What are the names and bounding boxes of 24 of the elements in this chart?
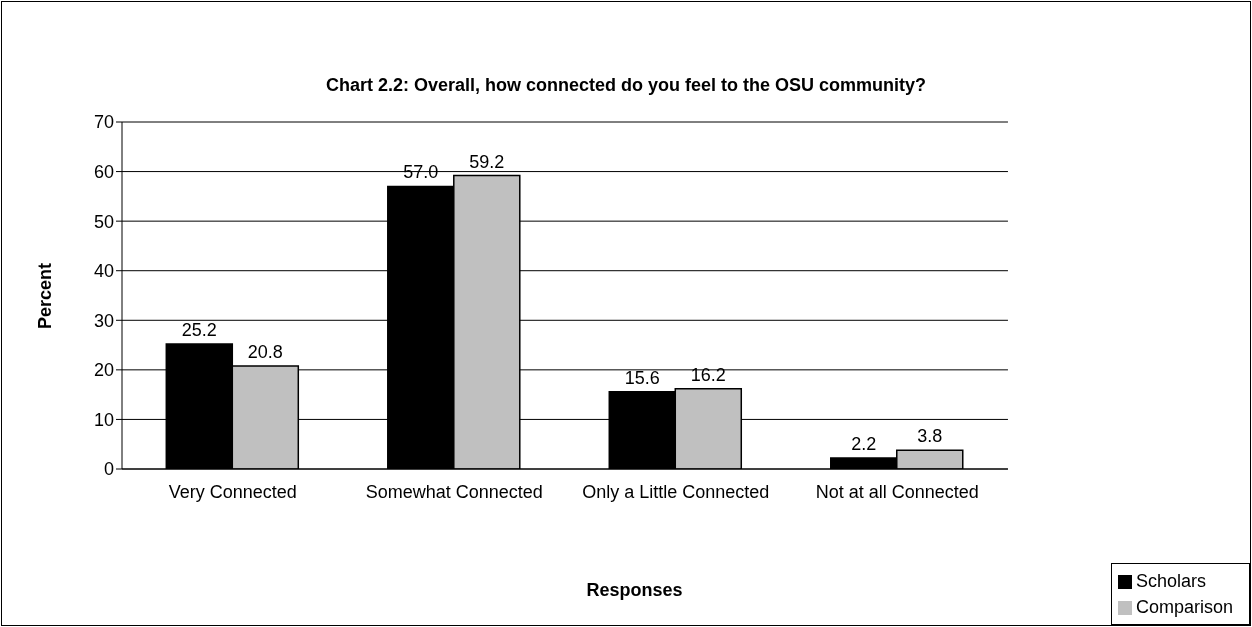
- chart-title: Chart 2.2: Overall, how connected do you feel to the OSU community?: [324, 75, 928, 96]
- y-tick-label: 20: [93, 360, 114, 381]
- y-tick-label: 50: [93, 211, 114, 232]
- y-tick-label: 0: [103, 459, 114, 480]
- y-tick-label: 60: [93, 161, 114, 182]
- legend-label: Comparison: [1135, 597, 1233, 617]
- data-label: 15.6: [624, 367, 660, 388]
- data-label: 59.2: [469, 151, 505, 172]
- x-tick-label: Somewhat Connected: [365, 481, 543, 502]
- x-tick-label: Not at all Connected: [815, 481, 979, 502]
- data-label: 16.2: [690, 364, 726, 385]
- data-label: 20.8: [247, 341, 283, 362]
- legend-label: Scholars: [1135, 571, 1206, 591]
- y-tick-label: 70: [93, 112, 114, 133]
- x-tick-label: Only a Little Connected: [582, 481, 770, 502]
- data-label: 3.8: [917, 426, 943, 447]
- y-tick-label: 40: [93, 261, 114, 282]
- y-tick-label: 10: [93, 409, 114, 430]
- data-label: 25.2: [181, 320, 217, 341]
- x-tick-label: Very Connected: [168, 481, 297, 502]
- y-tick-label: 30: [93, 310, 114, 331]
- y-axis-title: Percent: [34, 262, 56, 330]
- x-axis-title: Responses: [586, 580, 683, 600]
- data-label: 2.2: [851, 434, 877, 455]
